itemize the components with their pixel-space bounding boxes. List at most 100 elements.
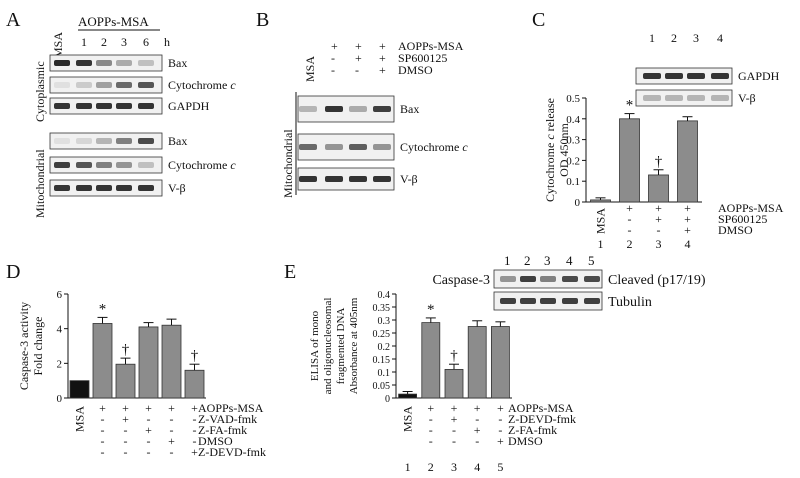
lane-number: 5	[497, 460, 503, 474]
panel-a-blot-band	[76, 60, 92, 66]
panel-e-blot-band	[500, 276, 516, 282]
treatment-name: SP600125	[718, 212, 767, 226]
treatment-sign: +	[122, 401, 129, 415]
y-tick-label: 0	[575, 197, 581, 209]
y-tick-label: 0.3	[378, 316, 391, 327]
panel-b-blot-band	[325, 144, 343, 150]
panel-a-blot-band	[116, 185, 132, 191]
treatment-name: DMSO	[718, 223, 753, 237]
panel-a-blot-band	[138, 138, 154, 144]
panel-b-msa-label: MSA	[303, 56, 317, 82]
y-tick-label: 0.15	[373, 355, 391, 366]
panel-a-blot-band	[116, 60, 132, 66]
panel-b-blot-band	[349, 106, 367, 112]
panel-b-blot-label: V-β	[400, 172, 418, 186]
bar	[115, 363, 136, 399]
bar	[677, 120, 698, 203]
panel-d-chart: 0 2 4 6 * † † Caspase-3 activity Fold change	[17, 289, 206, 405]
panel-e-treatments: MSA + + + + AOPPs-MSA- + - - Z-DEVD-fmk- - + - Z-FA-f…	[401, 401, 576, 474]
panel-e-blot-band	[520, 298, 536, 304]
panel-e-blot-band	[540, 298, 556, 304]
panel-a-blot-label: GAPDH	[168, 99, 210, 113]
treatment-sign: +	[474, 401, 481, 415]
panel-b-treatments: + + + AOPPs-MSA- + + SP600125- - + DMSO	[331, 39, 464, 77]
bar	[92, 323, 113, 399]
treatment-sign: -	[475, 434, 479, 448]
panel-e-blot-band	[584, 276, 600, 282]
panel-c-blot-band	[643, 95, 661, 101]
panel-letter-e: E	[284, 261, 296, 283]
panel-e-blot-band	[520, 276, 536, 282]
panel-e-blot-band	[540, 276, 556, 282]
treatment-sign: +	[122, 412, 129, 426]
panel-b-treatment-name: AOPPs-MSA	[398, 39, 464, 53]
treatment-sign: +	[99, 401, 106, 415]
treatment-sign: -	[498, 423, 502, 437]
y-tick-label: 0.4	[378, 290, 391, 301]
panel-a-blot-band	[54, 185, 70, 191]
y-axis-label: OD 450nm	[557, 123, 571, 177]
panel-b-sign: +	[355, 51, 362, 65]
panel-letter-a: A	[6, 9, 21, 31]
panel-b-sign: +	[355, 39, 362, 53]
panel-a-time-label: 6	[143, 35, 149, 49]
panel-a-blot-band	[54, 82, 70, 88]
bar	[490, 326, 510, 399]
panel-c-lane-number: 4	[717, 31, 723, 45]
lane-number: 3	[656, 237, 662, 251]
panel-a-time-label: 3	[121, 35, 127, 49]
treatment-sign: +	[191, 401, 198, 415]
significance-mark: *	[626, 98, 634, 114]
panel-d: 0 2 4 6 * † † Caspase-3 activity Fold change MSA…	[17, 289, 266, 459]
panel-a-blot-band	[96, 162, 112, 168]
y-axis-label: Absorbance at 405nm	[348, 297, 360, 394]
panel-a-blot-band	[116, 162, 132, 168]
panel-c-blot-band	[665, 73, 683, 79]
y-tick-label: 0	[57, 393, 63, 405]
treatment-sign: -	[628, 223, 632, 237]
treatment-name: DMSO	[198, 434, 233, 448]
panel-b-sign: +	[379, 51, 386, 65]
treatment-sign: -	[429, 423, 433, 437]
panel-a-blot-band	[138, 162, 154, 168]
panel-a-blot-band	[138, 60, 154, 66]
panel-e-chart: 0 0.05 0.1 0.15 0.2 0.25 0.3 0.35 0.4 * † ELISA of …	[309, 290, 512, 405]
y-tick-label: 0.35	[373, 303, 391, 314]
y-tick-label: 0.3	[566, 135, 580, 147]
bar	[467, 326, 487, 399]
y-axis-label: fragmented DNA	[335, 308, 347, 385]
lane-number: 4	[474, 460, 480, 474]
panel-a-blot-label: Cytochrome c	[168, 158, 236, 172]
panel-e-lane-number: 2	[524, 253, 531, 268]
treatment-sign: +	[191, 445, 198, 459]
panel-a-time-label: 2	[101, 35, 107, 49]
y-tick-label: 6	[57, 289, 63, 301]
bar	[138, 326, 159, 399]
treatment-name: Z-FA-fmk	[508, 423, 557, 437]
treatment-sign: -	[147, 412, 151, 426]
panel-b-blot-band	[349, 144, 367, 150]
y-axis-label: and oligonucleosomal	[322, 298, 334, 395]
panel-b-blot-band	[373, 106, 391, 112]
y-tick-label: 2	[57, 358, 63, 370]
panel-c-lane-numbers: 1 2 3 4	[649, 31, 723, 45]
panel-b-blot-band	[373, 176, 391, 182]
treatment-sign: -	[429, 434, 433, 448]
y-tick-label: 0.4	[566, 114, 580, 126]
panel-c-blot-band	[687, 95, 705, 101]
treatment-sign: -	[124, 445, 128, 459]
panel-b-blot-label: Bax	[400, 102, 419, 116]
panel-c: 1 2 3 4 GAPDH V-β 0 0.1 0.2 0.3 0.4 0.5 * † Cytochro…	[543, 31, 784, 251]
panel-c-blot-label: GAPDH	[738, 69, 780, 83]
treatment-sign: -	[452, 423, 456, 437]
panel-a-blot-label: Bax	[168, 134, 187, 148]
msa-label: MSA	[73, 406, 87, 432]
significance-mark: †	[122, 342, 130, 358]
treatment-sign: +	[145, 423, 152, 437]
panel-b-blot-band	[349, 176, 367, 182]
panel-a-blot-band	[96, 138, 112, 144]
panel-letter-b: B	[256, 9, 269, 31]
panel-e-blot-band	[562, 298, 578, 304]
treatment-sign: +	[168, 434, 175, 448]
